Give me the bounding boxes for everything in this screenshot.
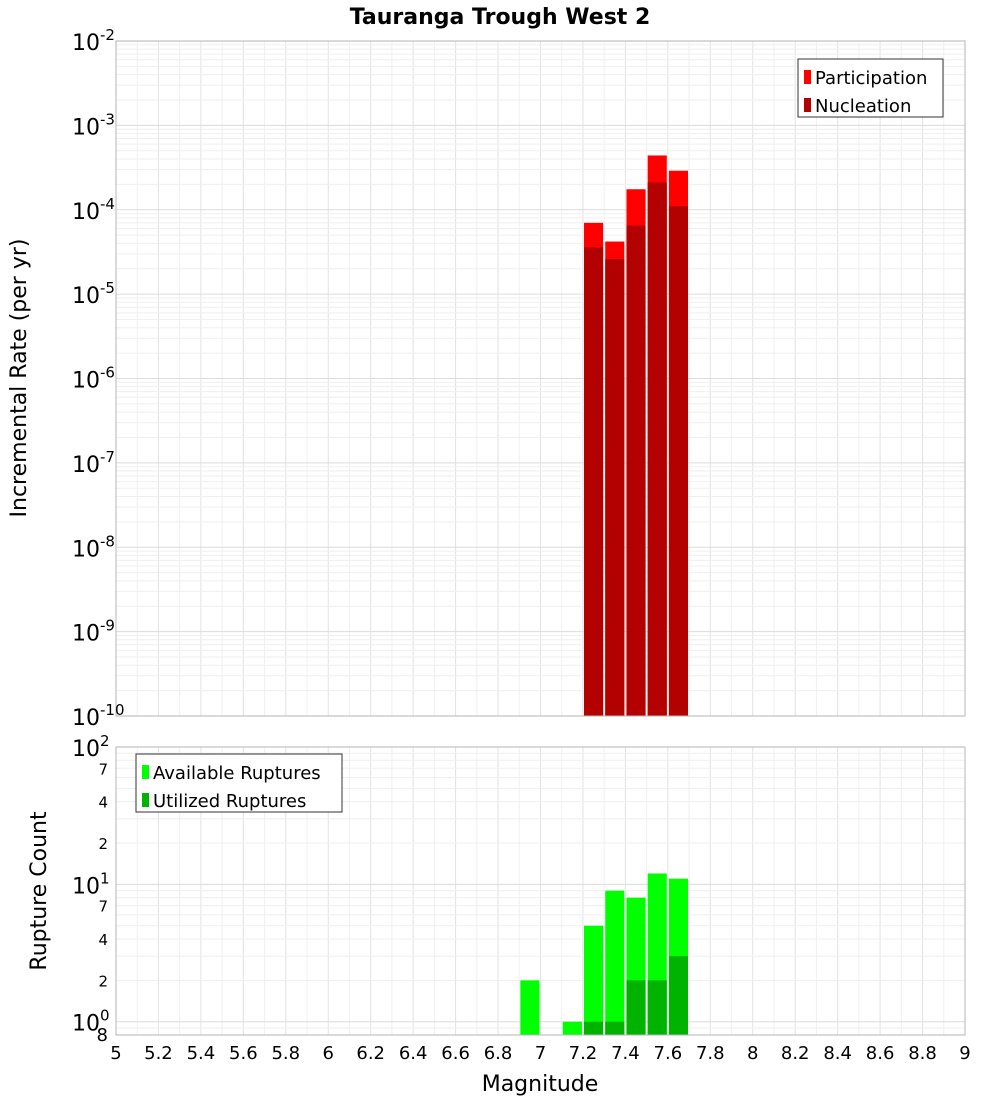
top-y-tick-label: 10-6 [72,364,115,394]
top-y-tick-label: 10-5 [72,279,115,309]
chart-title: Tauranga Trough West 2 [350,5,651,30]
bottom-bar-series1 [584,925,604,1035]
bottom-legend [135,753,343,813]
top-legend-swatch [804,98,811,112]
x-tick-label: 6.2 [356,1043,385,1064]
x-tick-label: 8 [747,1043,758,1064]
bottom-y-tick-label: 101 [72,869,110,899]
x-tick-label: 6.8 [484,1043,513,1064]
bottom-bar-series1 [562,1021,582,1035]
bottom-y-minor-tick-label: 2 [98,972,108,990]
top-legend [797,58,944,118]
bottom-bar-series2 [668,956,689,1035]
x-tick-label: 6.6 [441,1043,470,1064]
bottom-bar-series1 [520,980,540,1035]
bottom-y-minor-tick-label: 4 [98,931,108,949]
top-bar-series2 [584,247,604,716]
bottom-y-tick-label: 102 [72,732,110,762]
bottom-y-tick-label: 100 [72,1007,110,1037]
bottom-bar-series2 [626,980,646,1035]
bottom-y-minor-tick-label: 7 [98,760,108,778]
top-plot-frame [115,40,966,717]
top-bar-series2 [668,206,689,716]
bottom-bar-series2 [647,980,667,1035]
x-tick-label: 7.6 [654,1043,683,1064]
bottom-plot-area: 100 101 102 8 2 4 7 2 4 7 5 5.2 5.4 5.6 5.8 6 6.2 6.4 6.6 6… [72,732,971,1064]
x-tick-label: 8.2 [781,1043,810,1064]
bottom-legend-swatch [142,765,149,779]
bottom-y-minor-tick-label: 7 [98,898,108,916]
top-y-axis-label: Incremental Rate (per yr) [7,239,32,518]
x-axis-label: Magnitude [482,1072,599,1097]
x-tick-label: 7.2 [569,1043,598,1064]
top-y-tick-label: 10-8 [72,532,115,562]
bottom-bar-series2 [584,1021,604,1035]
bottom-bar-series2 [605,1021,625,1035]
top-y-tick-label: 10-3 [72,110,115,140]
bottom-legend-swatch [142,793,149,807]
top-bar-series2 [605,259,625,716]
top-legend-swatch [804,70,811,84]
top-y-tick-label: 10-7 [72,448,115,478]
bottom-y-minor-tick-label: 4 [98,794,108,812]
bottom-bar-series1 [605,890,625,1035]
x-tick-label: 6 [323,1043,334,1064]
top-legend-label: Nucleation [815,96,911,117]
x-tick-label: 8.4 [823,1043,852,1064]
bottom-y-axis-label: Rupture Count [27,811,52,971]
x-tick-label: 5.4 [187,1043,216,1064]
top-plot-area: 10-10 10-9 10-8 10-7 10-6 10-5 10-4 10-3 10-2 Par… [72,26,966,731]
x-tick-label: 5.2 [144,1043,173,1064]
x-tick-label: 5.8 [271,1043,300,1064]
x-tick-label: 6.4 [399,1043,428,1064]
bottom-y-minor-tick-label: 8 [97,1025,108,1046]
x-tick-label: 8.8 [908,1043,937,1064]
top-bar-series2 [647,182,667,716]
x-tick-label: 7 [535,1043,546,1064]
x-tick-label: 9 [959,1043,970,1064]
x-tick-label: 7.4 [611,1043,640,1064]
top-bar-series2 [626,225,646,716]
bottom-plot-frame [115,746,966,1036]
top-y-tick-label: 10-4 [72,195,115,225]
x-tick-label: 5.6 [229,1043,258,1064]
x-tick-label: 8.6 [866,1043,895,1064]
x-tick-label: 5 [110,1043,121,1064]
bottom-legend-label: Available Ruptures [153,763,321,784]
top-y-tick-label: 10-2 [72,26,115,56]
top-y-tick-label: 10-10 [72,701,125,731]
bottom-y-minor-tick-label: 2 [98,835,108,853]
top-y-tick-label: 10-9 [72,617,115,647]
top-legend-label: Participation [815,68,927,89]
bottom-legend-label: Utilized Ruptures [153,791,306,812]
x-tick-label: 7.8 [696,1043,725,1064]
